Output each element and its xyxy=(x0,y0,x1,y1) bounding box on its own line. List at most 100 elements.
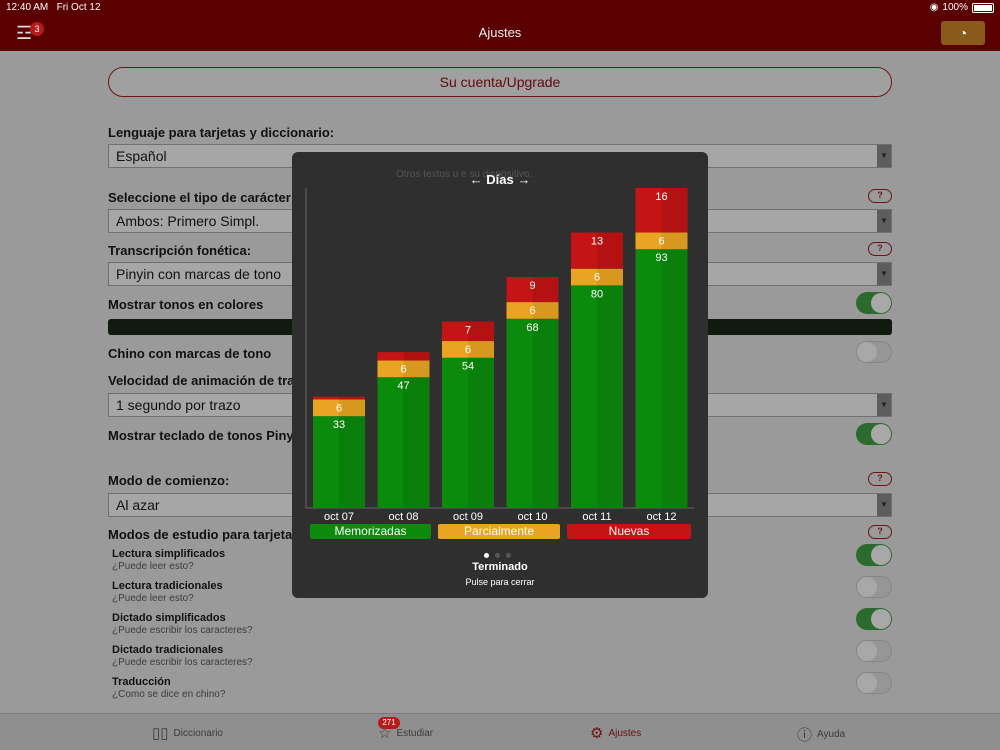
transcription-value: Pinyin con marcas de tono xyxy=(116,266,281,282)
bar-segment xyxy=(506,277,559,303)
account-upgrade-button[interactable]: Su cuenta/Upgrade xyxy=(108,67,892,97)
bar-shade xyxy=(597,285,623,508)
battery-icon xyxy=(972,2,994,13)
page-dot xyxy=(484,553,489,558)
data-label: 9 xyxy=(529,280,535,292)
bar-segment xyxy=(635,188,688,233)
study-modes-label: Modos de estudio para tarjetas nue xyxy=(108,527,327,542)
bar-shade xyxy=(661,249,688,508)
tab-study[interactable]: ☆ Estudiar xyxy=(378,724,433,742)
chart-icon: ◔ xyxy=(958,25,968,41)
gear-icon: ⚙ xyxy=(590,725,604,742)
help-button[interactable]: ? xyxy=(868,242,892,256)
page-title: Ajustes xyxy=(478,25,522,40)
data-label: 54 xyxy=(462,361,474,373)
data-label: 16 xyxy=(655,191,667,203)
filter-icon[interactable]: ☲ xyxy=(16,23,33,43)
x-tick-label: oct 11 xyxy=(582,511,611,523)
bar-shade xyxy=(339,396,365,400)
data-label: 6 xyxy=(594,272,600,284)
bar-shade xyxy=(468,341,494,358)
bar-segment xyxy=(442,341,494,358)
tab-settings[interactable]: ⚙ Ajustes xyxy=(590,724,641,742)
filter-badge: 3 xyxy=(30,22,44,36)
star-icon: ☆ xyxy=(378,725,392,742)
x-tick-label: oct 10 xyxy=(518,511,548,523)
mode-toggle[interactable] xyxy=(856,640,892,662)
info-icon: ⓘ xyxy=(797,727,813,744)
bar-segment xyxy=(442,357,494,508)
transcription-label: Transcripción fonética: xyxy=(108,243,252,258)
mode-toggle[interactable] xyxy=(856,544,892,566)
x-tick-label: oct 07 xyxy=(324,511,354,523)
status-time-date: 12:40 AM Fri Oct 12 xyxy=(6,2,101,13)
bar-shade xyxy=(339,416,365,508)
bar-shade xyxy=(468,321,494,342)
dropdown-arrow-icon: ▼ xyxy=(877,263,891,285)
status-bar: 12:40 AM Fri Oct 12 ◉ 100% xyxy=(0,0,1000,16)
pinyin-keyboard-toggle[interactable] xyxy=(856,423,892,445)
dropdown-arrow-icon: ▼ xyxy=(877,210,891,232)
tab-dictionary[interactable]: ▯▯ Diccionario xyxy=(152,724,223,742)
chinese-tone-marks-toggle[interactable] xyxy=(856,341,892,363)
mode-subtitle: ¿Puede leer esto? xyxy=(112,593,194,604)
stats-modal[interactable]: Otros textos u e su dispositivo. ← Días … xyxy=(292,152,708,598)
mode-toggle[interactable] xyxy=(856,576,892,598)
bar-shade xyxy=(468,357,494,508)
status-time: 12:40 AM xyxy=(6,2,49,13)
page-dot xyxy=(506,553,511,558)
bar-segment xyxy=(442,321,494,342)
mode-title: Lectura simplificados xyxy=(112,548,226,560)
bar-segment xyxy=(377,360,430,378)
bar-shade xyxy=(403,352,430,361)
tab-help[interactable]: ⓘ Ayuda xyxy=(797,724,845,745)
mode-title: Dictado tradicionales xyxy=(112,644,224,656)
char-type-value: Ambos: Primero Simpl. xyxy=(116,213,260,229)
bar-segment xyxy=(313,396,365,400)
bar-segment xyxy=(635,249,688,508)
legend-memorized: Memorizadas xyxy=(310,524,431,539)
data-label: 68 xyxy=(526,322,538,334)
wifi-icon: ◉ xyxy=(929,2,939,13)
done-label[interactable]: Terminado xyxy=(472,561,528,573)
data-label: 6 xyxy=(658,236,664,248)
help-button[interactable]: ? xyxy=(868,525,892,539)
bar-shade xyxy=(661,232,688,250)
data-label: 6 xyxy=(336,402,342,414)
mode-title: Lectura tradicionales xyxy=(112,580,223,592)
bar-segment xyxy=(635,232,688,250)
color-tones-toggle[interactable] xyxy=(856,292,892,314)
legend-new: Nuevas xyxy=(567,524,691,539)
bar-segment xyxy=(377,352,430,361)
chinese-tone-marks-label: Chino con marcas de tono xyxy=(108,346,272,361)
page-indicator xyxy=(484,553,511,558)
data-label: 47 xyxy=(397,380,409,392)
tab-label: Ajustes xyxy=(608,727,642,739)
mode-toggle[interactable] xyxy=(856,672,892,694)
help-button[interactable]: ? xyxy=(868,189,892,203)
period-switcher[interactable]: ← Días → xyxy=(469,172,531,187)
stacked-bar-chart: 33 6 oct 07 47 6 oct 08 54 6 7 oct 09 68 6 9 oct 10 80… xyxy=(305,188,694,523)
pinyin-keyboard-label: Mostrar teclado de tonos Pinyin xyxy=(108,428,306,443)
mode-toggle[interactable] xyxy=(856,608,892,630)
bar-shade xyxy=(403,377,430,508)
background-hint-text: Otros textos u e su dispositivo. xyxy=(396,169,533,180)
help-button[interactable]: ? xyxy=(868,472,892,486)
bar-segment xyxy=(571,285,623,508)
data-label: 7 xyxy=(465,325,471,337)
data-label: 80 xyxy=(591,288,603,300)
language-label: Lenguaje para tarjetas y diccionario: xyxy=(108,125,335,140)
mode-subtitle: ¿Puede escribir los caracteres? xyxy=(112,625,253,636)
data-label: 6 xyxy=(529,305,535,317)
bar-segment xyxy=(506,318,559,508)
battery-percent: 100% xyxy=(942,2,968,13)
modal-title[interactable]: ← Días → xyxy=(292,172,708,187)
x-tick-label: oct 12 xyxy=(647,511,677,523)
bar-segment xyxy=(313,399,365,417)
x-tick-label: oct 08 xyxy=(389,511,419,523)
start-mode-label: Modo de comienzo: xyxy=(108,473,230,488)
status-date: Fri Oct 12 xyxy=(56,2,101,13)
tab-bar: ▯▯ Diccionario ☆ Estudiar 271 ⚙ Ajustes … xyxy=(0,713,1000,750)
dropdown-arrow-icon: ▼ xyxy=(877,394,891,416)
stats-button[interactable]: ◔ xyxy=(941,21,985,45)
